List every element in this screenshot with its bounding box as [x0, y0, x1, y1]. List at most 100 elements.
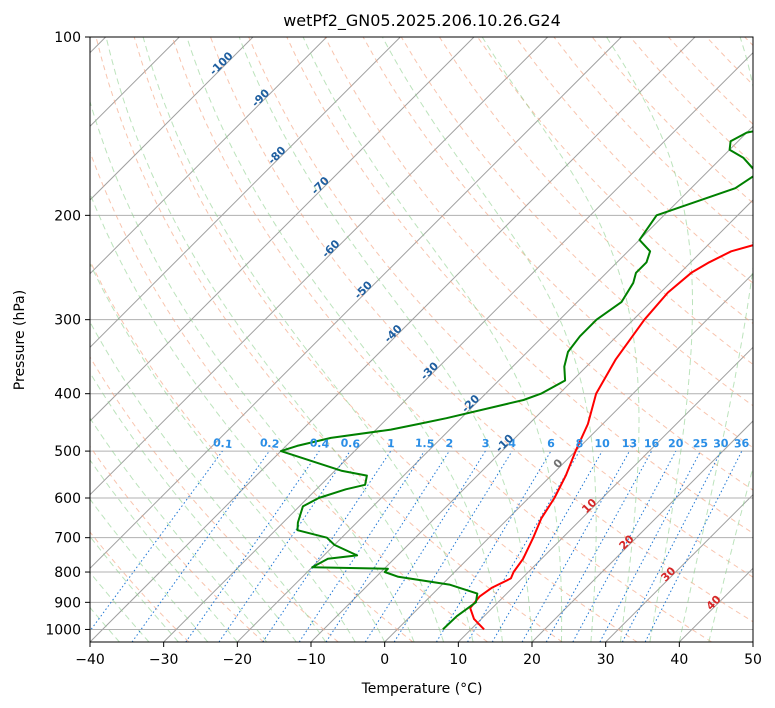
moist-adiabat: [606, 37, 693, 642]
y-tick-label: 500: [54, 444, 81, 460]
mixing-ratio-line: [521, 450, 630, 642]
plot-frame: [89, 36, 754, 643]
isotherm-line: [90, 37, 622, 570]
x-tick-label: −40: [75, 652, 105, 668]
moist-adiabat: [105, 37, 445, 642]
mixing-ratio-line: [393, 450, 513, 642]
mixing-ratio-line: [491, 450, 603, 642]
isotherm-label: -40: [382, 322, 405, 345]
isotherm-line: [457, 346, 753, 642]
x-tick-label: 20: [523, 652, 541, 668]
moist-adiabat: [186, 37, 503, 642]
moist-adiabat: [90, 417, 268, 642]
mixing-ratio-label: 25: [693, 437, 709, 451]
dry-adiabat: [515, 37, 753, 284]
isotherm-line: [90, 37, 549, 496]
overlay-labels: 0.1 0.2 0.4 0.6 1 1.5 2 3 4 6 8 10 13 16 20 25 30 36-100-…: [207, 49, 750, 613]
mixing-ratio-line: [572, 450, 677, 642]
mixing-ratio-line: [599, 450, 701, 642]
x-tick-label: −30: [149, 652, 179, 668]
moist-adiabat: [90, 262, 356, 642]
isotherm-label: -20: [459, 392, 482, 415]
isotherm-label: -100: [207, 49, 236, 78]
dry-adiabat: [90, 150, 488, 642]
mixing-ratio-line: [364, 450, 486, 642]
isotherm-line: [236, 125, 753, 642]
series-lines: [279, 130, 753, 631]
isotherm-line: [752, 641, 753, 642]
mixing-ratio-label: 8: [576, 437, 584, 450]
y-tick-label: 200: [54, 208, 81, 224]
moist-adiabat: [708, 465, 753, 642]
x-tick-label: 40: [670, 652, 688, 668]
dry-adiabat: [90, 259, 414, 642]
moist-adiabat: [90, 535, 179, 642]
isotherm-line: [90, 37, 328, 275]
x-tick-label: −10: [296, 652, 326, 668]
dewpoint-profile: [279, 130, 753, 631]
mixing-ratio-label: 16: [644, 437, 660, 450]
moist-adiabat: [90, 459, 238, 642]
x-tick-label: 10: [449, 652, 467, 668]
chart-title: wetPf2_GN05.2025.206.10.26.G24: [283, 11, 561, 31]
moist-adiabat: [90, 371, 297, 642]
isotherm-label: -90: [249, 86, 272, 109]
moist-adiabat: [90, 192, 386, 642]
moist-adiabat: [678, 37, 753, 642]
dry-adiabat: [591, 37, 753, 204]
y-tick-label: 300: [54, 313, 81, 329]
dry-adiabat: [90, 531, 190, 642]
y-tick-label: 800: [54, 565, 81, 581]
mixing-ratio-label: 30: [713, 437, 729, 451]
y-tick-label: 900: [54, 595, 81, 611]
moist-adiabat: [90, 321, 327, 642]
mixing-ratio-label: 36: [734, 437, 750, 451]
moist-adiabat: [481, 37, 640, 642]
y-tick-label: 1000: [45, 622, 81, 638]
isotherm-label: -60: [319, 237, 342, 260]
background-lines: [90, 37, 753, 642]
y-tick-label: 100: [54, 30, 81, 46]
dry-adiabat: [210, 37, 753, 623]
dry-adiabat: [286, 37, 753, 534]
temperature-profile: [469, 244, 753, 631]
dry-adiabat: [438, 37, 753, 366]
dry-adiabat: [668, 37, 753, 125]
mixing-ratio-line: [218, 450, 351, 642]
isotherm-line: [90, 37, 401, 349]
isotherm-line: [310, 199, 753, 642]
dry-adiabat: [171, 37, 712, 642]
mixing-ratio-label: 20: [668, 437, 684, 450]
dry-adiabat: [553, 37, 753, 244]
x-axis-label: Temperature (°C): [361, 681, 483, 697]
mixing-ratio-label: 0.1: [212, 436, 233, 451]
mixing-ratio-label: 10: [594, 437, 610, 450]
mixing-ratio-label: 0.6: [340, 436, 361, 451]
moist-adiabat-label: 10: [579, 496, 599, 516]
mixing-ratio-label: 13: [622, 437, 637, 450]
isotherm-label: -70: [309, 174, 332, 197]
x-tick-label: −20: [223, 652, 253, 668]
isotherm-line: [90, 37, 696, 642]
dry-adiabat: [90, 356, 339, 642]
mixing-ratio-label: 1: [387, 437, 396, 450]
moist-adiabat: [302, 37, 563, 642]
y-tick-label: 600: [54, 491, 81, 507]
mixing-ratio-line: [185, 450, 320, 642]
mixing-ratio-line: [131, 450, 270, 642]
mixing-ratio-label: 4: [508, 437, 516, 450]
y-tick-label: 700: [54, 531, 81, 547]
isotherm-line: [90, 37, 475, 422]
mixing-ratio-label: 6: [547, 437, 555, 450]
isotherm-line: [384, 272, 753, 642]
dry-adiabat: [744, 37, 753, 47]
isotherm-line: [90, 37, 254, 201]
x-axis: −40 −30 −20 −10 0 10 20 30 40 50: [75, 642, 762, 668]
isotherm-label: -80: [265, 144, 288, 167]
mixing-ratio-line: [325, 450, 450, 642]
y-tick-label: 400: [54, 387, 81, 403]
moist-adiabat-label: 40: [704, 592, 724, 612]
isotherm-line: [678, 567, 753, 642]
x-tick-label: 0: [380, 652, 389, 668]
